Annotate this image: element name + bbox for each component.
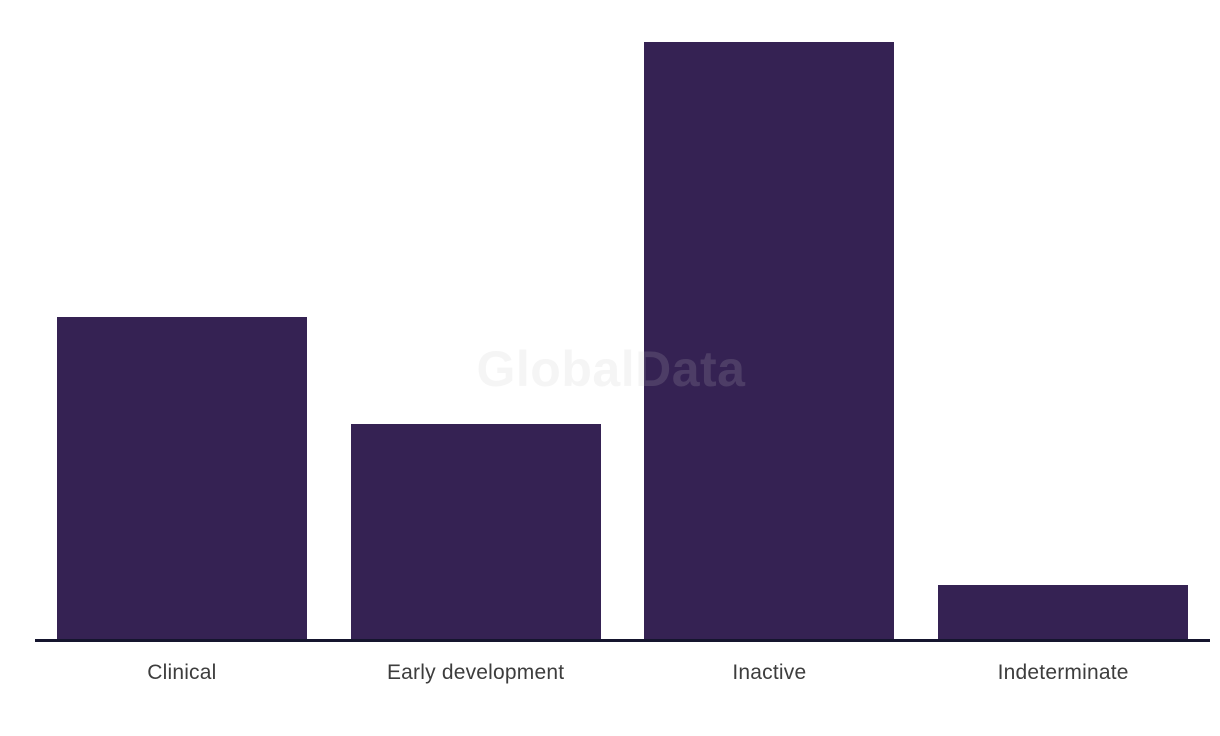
x-tick-label-early-development: Early development: [386, 661, 565, 684]
x-axis-labels: Clinical Early development Inactive Inde…: [35, 659, 1210, 687]
x-tick-label-indeterminate: Indeterminate: [997, 661, 1129, 684]
bar-column-clinical: [35, 0, 329, 639]
x-tick-label-clinical: Clinical: [147, 661, 217, 684]
bar-column-inactive: [623, 0, 917, 639]
bar-clinical: [56, 317, 307, 639]
plot-area: [35, 0, 1210, 639]
x-axis-line: [35, 639, 1210, 642]
bar-early-development: [350, 424, 601, 639]
x-tick-label-inactive: Inactive: [732, 661, 807, 684]
bar-inactive: [644, 42, 895, 639]
bar-column-early-development: [329, 0, 623, 639]
bar-column-indeterminate: [916, 0, 1210, 639]
bar-indeterminate: [938, 585, 1189, 639]
